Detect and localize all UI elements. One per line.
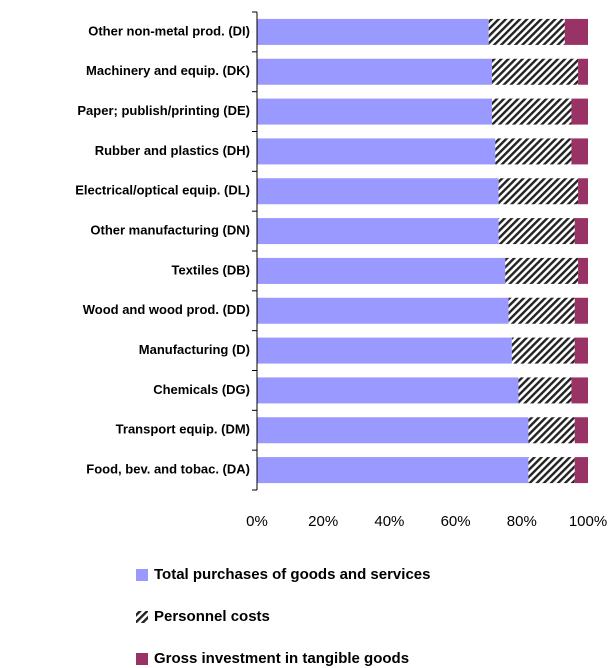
- legend-swatch: [136, 611, 148, 623]
- category-label: Textiles (DB): [172, 262, 251, 277]
- bar-segment: [488, 18, 565, 45]
- category-label: Chemicals (DG): [153, 382, 250, 397]
- category-label: Machinery and equip. (DK): [86, 63, 250, 78]
- legend-swatch: [136, 569, 148, 581]
- category-label: Electrical/optical equip. (DL): [75, 183, 250, 198]
- bar-segment: [574, 457, 588, 484]
- bar-segment: [578, 178, 588, 205]
- bar-segment: [528, 457, 575, 484]
- bar-segment: [257, 18, 489, 45]
- x-tick-label: 20%: [308, 513, 338, 530]
- bar-segment: [257, 178, 499, 205]
- bar-segment: [505, 257, 579, 284]
- bar-segment: [498, 178, 579, 205]
- bar-segment: [518, 377, 572, 404]
- bar-segment: [257, 98, 493, 125]
- bar-segment: [257, 257, 506, 284]
- bar-segment: [257, 457, 529, 484]
- bar-segment: [492, 98, 572, 125]
- category-label: Manufacturing (D): [139, 342, 250, 357]
- legend-label: Gross investment in tangible goods: [154, 650, 409, 667]
- bar-segment: [578, 58, 588, 85]
- x-tick-label: 60%: [441, 513, 471, 530]
- bar-segment: [508, 297, 575, 324]
- bar-segment: [257, 218, 499, 245]
- legend-swatch: [136, 653, 148, 665]
- bar-segment: [574, 337, 588, 364]
- bar-segment: [257, 138, 496, 165]
- bar-segment: [495, 138, 572, 165]
- category-label: Food, bev. and tobac. (DA): [86, 462, 250, 477]
- x-tick-label: 0%: [246, 513, 268, 530]
- bar-segment: [257, 297, 509, 324]
- bar-segment: [574, 297, 588, 324]
- bar-segment: [492, 58, 579, 85]
- category-label: Other non-metal prod. (DI): [88, 23, 250, 38]
- bar-segment: [564, 18, 588, 45]
- bar-segment: [257, 377, 519, 404]
- category-label: Wood and wood prod. (DD): [83, 302, 250, 317]
- legend-label: Personnel costs: [154, 608, 270, 625]
- bar-segment: [498, 218, 575, 245]
- bar-segment: [511, 337, 575, 364]
- x-tick-label: 40%: [374, 513, 404, 530]
- category-label: Rubber and plastics (DH): [95, 143, 250, 158]
- bar-segment: [528, 417, 575, 444]
- bar-segment: [578, 257, 588, 284]
- bar-segment: [571, 138, 588, 165]
- bar-segment: [257, 417, 529, 444]
- bar-segment: [571, 98, 588, 125]
- category-label: Other manufacturing (DN): [90, 223, 250, 238]
- x-tick-label: 80%: [507, 513, 537, 530]
- category-label: Transport equip. (DM): [116, 422, 250, 437]
- bar-segment: [257, 337, 512, 364]
- x-tick-label: 100%: [569, 513, 607, 530]
- bar-segment: [574, 417, 588, 444]
- category-label: Paper; publish/printing (DE): [77, 103, 250, 118]
- bar-segment: [574, 218, 588, 245]
- legend-label: Total purchases of goods and services: [154, 566, 430, 583]
- bar-segment: [571, 377, 588, 404]
- bar-segment: [257, 58, 493, 85]
